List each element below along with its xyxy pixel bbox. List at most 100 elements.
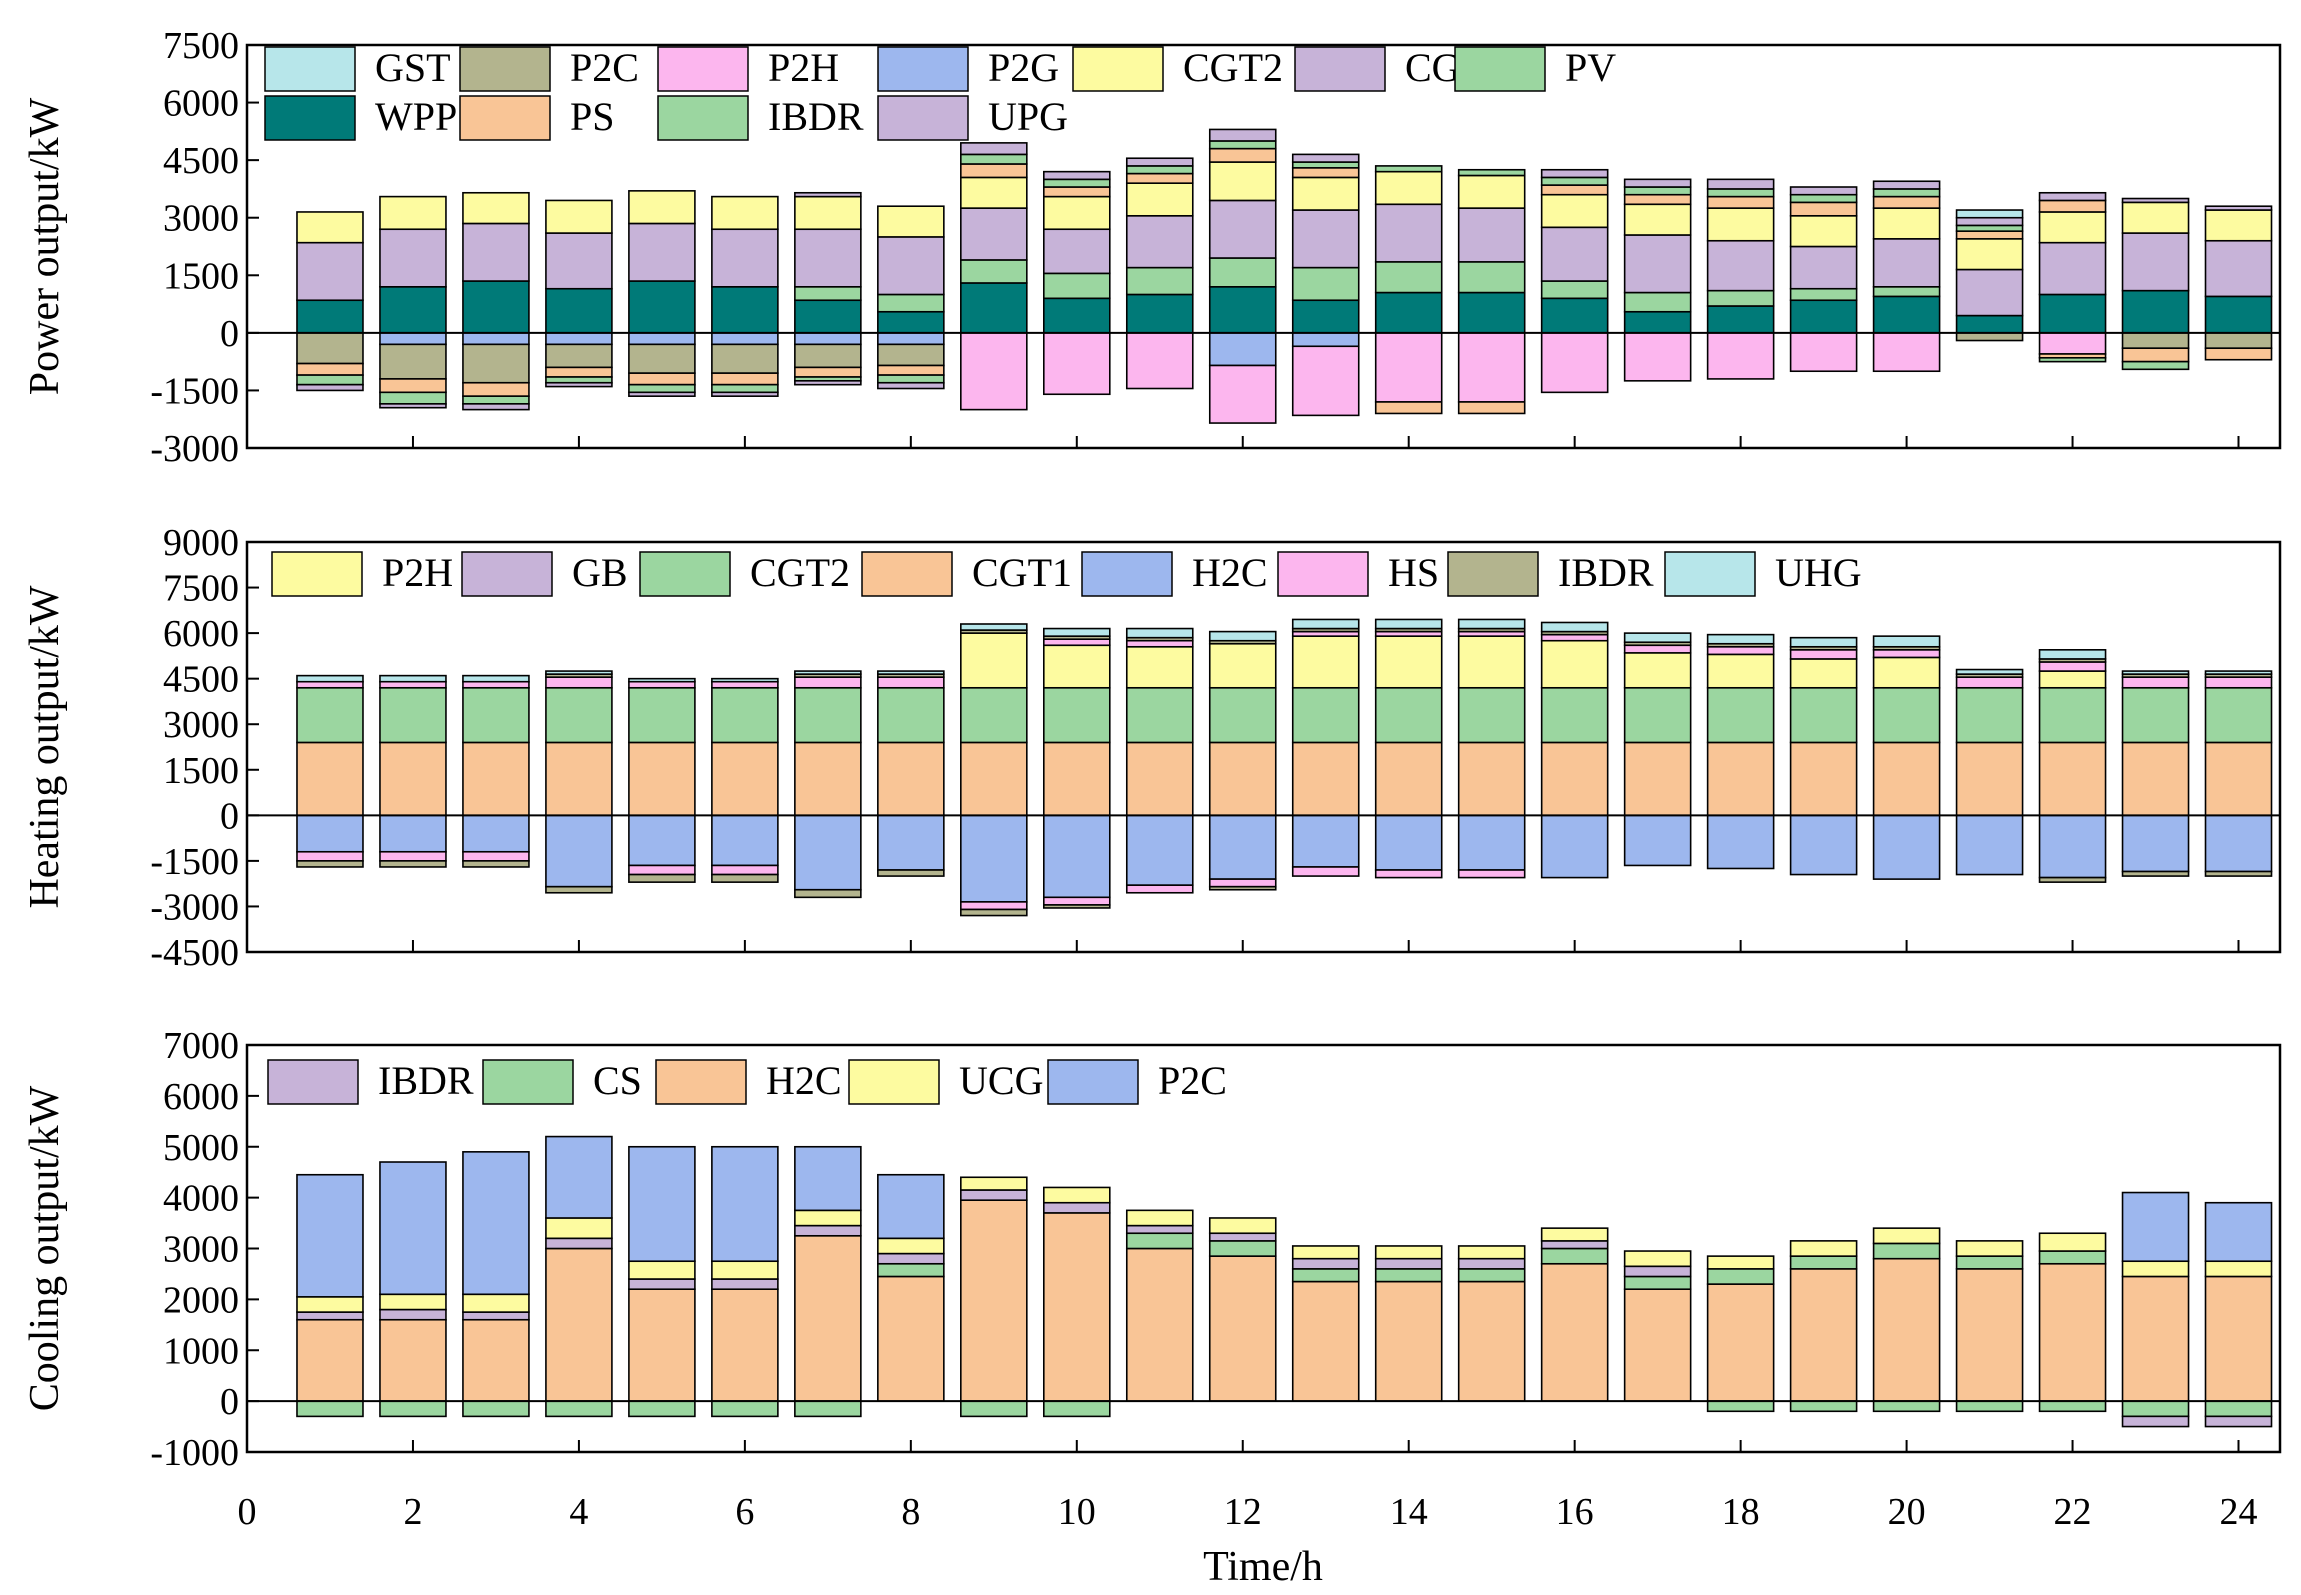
cooling-y-axis-title: Cooling output/kW <box>22 1085 68 1411</box>
heating-bar-cgt1-t17 <box>1623 741 1692 817</box>
heating-y-tick-label: 7500 <box>163 568 239 610</box>
cooling-bar-ibdr-t3 <box>462 1311 530 1321</box>
power-legend-swatch-p2g <box>877 46 969 92</box>
cooling-bar-ucg-t16 <box>1540 1227 1609 1242</box>
heating-bar-uhg-t6 <box>711 677 779 683</box>
cooling-neg-bar-cs-t5 <box>628 1400 696 1418</box>
cooling-bar-ibdr-t11 <box>1125 1224 1194 1235</box>
power-bar-wpp-t8 <box>877 310 945 334</box>
power-neg-bar-p2h-t16 <box>1540 332 1609 394</box>
heating-neg-bar-ibdr-t3 <box>462 860 530 868</box>
heating-neg-bar-h2c-t17 <box>1623 814 1692 867</box>
cooling-bar-cs-t12 <box>1208 1240 1277 1257</box>
power-bar-wpp-t22 <box>2038 293 2107 334</box>
heating-neg-bar-h2c-t18 <box>1706 814 1775 870</box>
time-axis-tick-labels: 0 2 4 6 8 10 12 14 16 18 20 22 24 <box>238 1491 2258 1533</box>
heating-legend-swatch-cgt2 <box>639 551 731 597</box>
power-bar-ibdr-t12 <box>1208 140 1277 150</box>
heating-bar-uhg-t8 <box>877 670 945 675</box>
power-neg-bar-p2c-t3 <box>462 343 530 384</box>
cooling-bar-ucg-t7 <box>794 1209 862 1227</box>
power-neg-bar-ps-t24 <box>2204 347 2273 361</box>
cooling-bar-cs-t11 <box>1125 1232 1194 1250</box>
heating-legend-label-p2h: P2H <box>382 550 453 595</box>
heating-bar-hs-t5 <box>628 680 696 689</box>
heating-bar-hs-t3 <box>462 680 530 689</box>
heating-bar-cgt1-t13 <box>1291 741 1360 817</box>
power-neg-bar-ibdr-t22 <box>2038 357 2107 363</box>
power-bar-upg-t19 <box>1789 186 1858 196</box>
power-bar-ps-t10 <box>1042 186 1111 198</box>
power-bar-cgt2-t21 <box>1955 238 2024 271</box>
cooling-bar-ibdr-t2 <box>379 1308 447 1321</box>
heating-neg-bar-h2c-t7 <box>794 814 862 891</box>
power-bar-wpp-t14 <box>1374 291 1443 334</box>
cooling-legend-swatch-ibdr <box>267 1059 359 1105</box>
cooling-y-tick-label: 0 <box>220 1381 239 1423</box>
heating-neg-bar-h2c-t19 <box>1789 814 1858 876</box>
cooling-bar-h2c-t14 <box>1374 1280 1443 1402</box>
heating-bar-uhg-t12 <box>1208 630 1277 642</box>
cooling-bar-ibdr-t13 <box>1291 1257 1360 1270</box>
power-legend-label-p2c: P2C <box>570 45 639 90</box>
power-bar-cgt1-t17 <box>1623 234 1692 294</box>
heating-neg-bar-h2c-t1 <box>296 814 364 853</box>
power-bar-upg-t21 <box>1955 216 2024 227</box>
power-bar-ibdr-t10 <box>1042 178 1111 188</box>
power-legend-swatch-p2c <box>459 46 551 92</box>
cooling-neg-bar-cs-t9 <box>960 1400 1028 1418</box>
power-bar-ibdr-t16 <box>1540 176 1609 186</box>
cooling-bar-h2c-t13 <box>1291 1280 1360 1402</box>
power-bar-cgt2-t13 <box>1291 176 1360 211</box>
power-bar-cgt2-t19 <box>1789 214 1858 248</box>
power-neg-bar-p2c-t5 <box>628 343 696 374</box>
heating-neg-bar-h2c-t15 <box>1457 814 1526 871</box>
cooling-bar-cs-t22 <box>2038 1250 2107 1265</box>
power-neg-bar-ibdr-t6 <box>711 383 779 394</box>
power-neg-bar-ps-t5 <box>628 372 696 386</box>
heating-bar-hs-t4 <box>545 676 613 689</box>
cooling-bar-h2c-t17 <box>1623 1288 1692 1402</box>
heating-neg-bar-ibdr-t8 <box>877 869 945 877</box>
power-bar-ps-t9 <box>960 163 1028 179</box>
heating-bar-uhg-t24 <box>2204 670 2273 675</box>
heating-neg-bar-hs-t13 <box>1291 866 1360 877</box>
cooling-y-tick-label: 6000 <box>163 1076 239 1118</box>
cooling-bar-p2c-t3 <box>462 1151 530 1296</box>
power-neg-bar-upg-t2 <box>379 403 447 409</box>
power-bar-upg-t23 <box>2121 197 2190 204</box>
power-neg-bar-ibdr-t4 <box>545 376 613 384</box>
power-bar-cgt2-t22 <box>2038 211 2107 244</box>
power-bar-ps-t12 <box>1208 147 1277 163</box>
cooling-bar-ibdr-t17 <box>1623 1265 1692 1278</box>
power-legend-label-p2g: P2G <box>988 45 1059 90</box>
power-bar-wpp-t2 <box>379 285 447 334</box>
heating-bar-uhg-t10 <box>1042 627 1111 637</box>
heating-plot-frame <box>245 540 2282 954</box>
heating-neg-bar-h2c-t16 <box>1540 814 1609 879</box>
power-bar-upg-t10 <box>1042 170 1111 181</box>
power-neg-bar-ps-t4 <box>545 366 613 378</box>
power-neg-bar-ibdr-t23 <box>2121 360 2190 371</box>
power-bar-cgt2-t14 <box>1374 170 1443 206</box>
power-neg-bar-p2h-t18 <box>1706 332 1775 380</box>
heating-neg-bar-h2c-t12 <box>1208 814 1277 880</box>
heating-bar-uhg-t16 <box>1540 621 1609 633</box>
power-bar-ibdr-t18 <box>1706 188 1775 198</box>
heating-bar-hs-t18 <box>1706 645 1775 656</box>
heating-neg-bar-hs-t3 <box>462 850 530 862</box>
heating-bar-cgt2-t23 <box>2121 686 2190 744</box>
power-bar-ibdr-t11 <box>1125 165 1194 175</box>
power-bar-pv-t13 <box>1291 266 1360 302</box>
heating-bar-cgt1-t23 <box>2121 741 2190 817</box>
heating-bar-cgt2-t12 <box>1208 686 1277 744</box>
power-bar-upg-t20 <box>1872 180 1941 190</box>
power-bar-wpp-t7 <box>794 299 862 334</box>
power-bar-cgt1-t23 <box>2121 232 2190 292</box>
heating-y-axis-title: Heating output/kW <box>22 585 68 908</box>
power-bar-upg-t13 <box>1291 153 1360 163</box>
heating-bar-cgt1-t7 <box>794 741 862 817</box>
cooling-y-tick-label: 2000 <box>163 1279 239 1321</box>
cooling-neg-bar-cs-t18 <box>1706 1400 1775 1413</box>
